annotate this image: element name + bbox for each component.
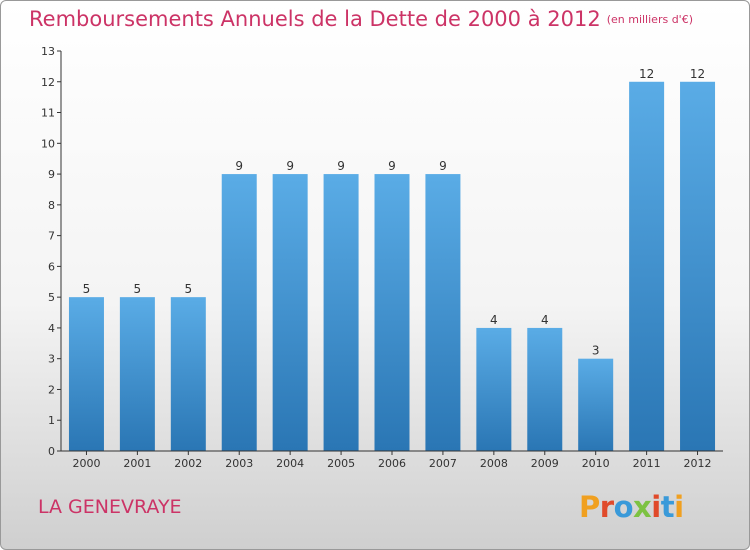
data-label-2000: 5 xyxy=(83,282,91,296)
data-label-2010: 3 xyxy=(592,344,600,358)
x-tick-label-2007: 2007 xyxy=(429,457,457,470)
y-tick-label-3: 3 xyxy=(48,353,55,366)
data-label-2001: 5 xyxy=(134,282,142,296)
bar-2001 xyxy=(119,297,155,451)
data-label-2002: 5 xyxy=(184,282,192,296)
data-label-2006: 9 xyxy=(388,159,396,173)
y-tick-label-6: 6 xyxy=(48,260,55,273)
y-tick-label-9: 9 xyxy=(48,168,55,181)
proxiti-logo: Proxiti xyxy=(579,490,684,524)
x-tick-label-2002: 2002 xyxy=(174,457,202,470)
y-tick-label-7: 7 xyxy=(48,230,55,243)
x-tick-label-2000: 2000 xyxy=(72,457,100,470)
bar-2008 xyxy=(476,327,512,451)
x-tick-label-2003: 2003 xyxy=(225,457,253,470)
bar-2011 xyxy=(629,81,665,452)
data-label-2007: 9 xyxy=(439,159,447,173)
x-tick-label-2012: 2012 xyxy=(684,457,712,470)
chart-title-unit: (en milliers d'€) xyxy=(606,13,693,26)
bar-2009 xyxy=(527,327,563,451)
y-tick-label-0: 0 xyxy=(48,445,55,458)
bar-2003 xyxy=(221,174,257,451)
bar-2007 xyxy=(425,174,461,451)
bar-2005 xyxy=(323,174,359,451)
y-tick-label-13: 13 xyxy=(41,45,55,58)
bar-2004 xyxy=(272,174,308,451)
y-tick-label-8: 8 xyxy=(48,199,55,212)
data-label-2009: 4 xyxy=(541,313,549,327)
x-tick-label-2004: 2004 xyxy=(276,457,304,470)
data-label-2004: 9 xyxy=(286,159,294,173)
y-tick-label-12: 12 xyxy=(41,76,55,89)
x-tick-label-2006: 2006 xyxy=(378,457,406,470)
commune-name: LA GENEVRAYE xyxy=(38,496,182,518)
x-tick-label-2001: 2001 xyxy=(123,457,151,470)
bar-2000 xyxy=(68,297,104,451)
bar-2002 xyxy=(170,297,206,451)
bar-2012 xyxy=(680,81,716,452)
data-label-2005: 9 xyxy=(337,159,345,173)
data-label-2003: 9 xyxy=(235,159,243,173)
y-tick-label-1: 1 xyxy=(48,414,55,427)
y-tick-label-4: 4 xyxy=(48,322,55,335)
x-tick-label-2009: 2009 xyxy=(531,457,559,470)
y-tick-label-11: 11 xyxy=(41,107,55,120)
y-tick-label-2: 2 xyxy=(48,383,55,396)
bar-2010 xyxy=(578,358,614,451)
y-tick-label-5: 5 xyxy=(48,291,55,304)
x-tick-label-2005: 2005 xyxy=(327,457,355,470)
chart-title: Remboursements Annuels de la Dette de 20… xyxy=(29,7,693,31)
data-label-2008: 4 xyxy=(490,313,498,327)
bar-2006 xyxy=(374,174,410,451)
svg-text:Proxiti: Proxiti xyxy=(579,490,684,524)
x-tick-label-2011: 2011 xyxy=(633,457,661,470)
x-tick-label-2010: 2010 xyxy=(582,457,610,470)
x-tick-label-2008: 2008 xyxy=(480,457,508,470)
y-tick-label-10: 10 xyxy=(41,137,55,150)
chart-title-text: Remboursements Annuels de la Dette de 20… xyxy=(29,7,601,31)
data-label-2012: 12 xyxy=(690,67,705,81)
data-label-2011: 12 xyxy=(639,67,654,81)
